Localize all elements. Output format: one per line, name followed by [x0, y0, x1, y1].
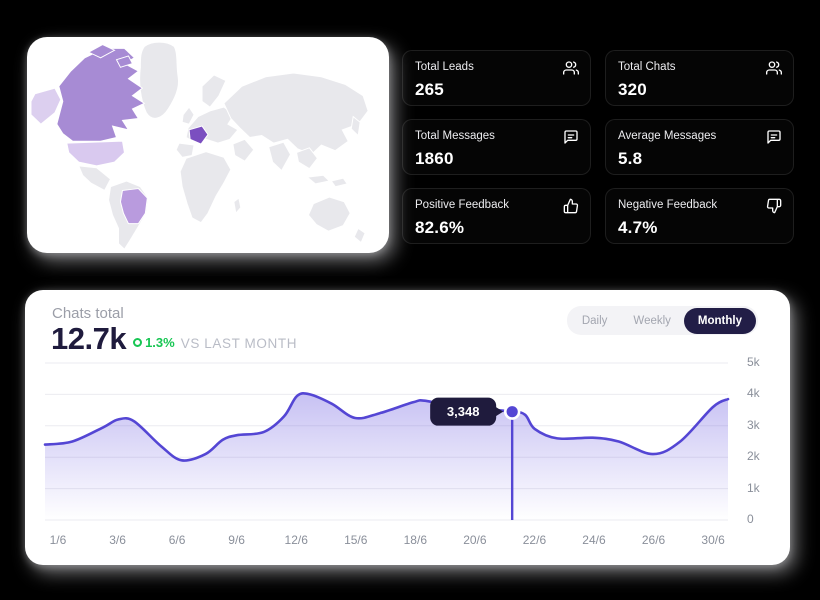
x-tick-label: 6/6: [168, 533, 186, 547]
region-indonesia: [306, 174, 331, 185]
stat-value: 265: [415, 80, 444, 99]
stat-label: Total Leads: [415, 61, 474, 73]
chart-canvas: 3,348: [43, 362, 730, 521]
tab-monthly[interactable]: Monthly: [683, 307, 756, 334]
country-france[interactable]: [188, 125, 209, 145]
y-tick-label: 3k: [747, 417, 760, 432]
x-tick-label: 12/6: [284, 533, 308, 547]
up-ring-icon: [133, 338, 143, 347]
chart-change-pct: 1.3%: [145, 335, 175, 350]
x-tick-label: 22/6: [522, 533, 547, 547]
chart-tooltip: 3,348: [430, 397, 504, 426]
stat-label: Total Messages: [415, 130, 495, 142]
chart-area: [45, 393, 728, 520]
country-australia: [307, 196, 351, 232]
country-mexico: [77, 165, 112, 192]
x-tick-label: 24/6: [582, 533, 606, 547]
svg-text:3,348: 3,348: [447, 404, 480, 419]
chart-change-suffix: VS LAST MONTH: [180, 336, 298, 351]
period-tabs: Daily Weekly Monthly: [566, 306, 758, 335]
x-tick-label: 9/6: [228, 533, 245, 547]
continent-africa: [179, 151, 232, 224]
island-madagascar: [233, 197, 242, 215]
stat-negative-feedback: Negative Feedback 4.7%: [605, 188, 794, 244]
region-scandinavia: [201, 74, 227, 108]
y-tick-label: 5k: [747, 355, 760, 369]
region-iberia: [175, 142, 195, 158]
users-icon: [766, 60, 782, 76]
country-alaska[interactable]: [30, 87, 62, 125]
region-indonesia: [330, 177, 349, 188]
world-map-card: [27, 37, 389, 253]
x-tick-label: 26/6: [641, 533, 666, 547]
country-greenland: [139, 41, 180, 119]
region-india: [268, 141, 292, 172]
x-tick-label: 18/6: [403, 533, 427, 547]
x-tick-label: 1/6: [49, 533, 67, 547]
stats-grid: Total Leads 265 Total Chats 320 Total Me…: [402, 50, 794, 244]
x-tick-label: 15/6: [344, 533, 368, 547]
chart-marker-dot[interactable]: [503, 403, 521, 420]
tab-daily[interactable]: Daily: [569, 309, 621, 333]
chart-total-value: 12.7k: [51, 321, 127, 356]
stat-average-messages: Average Messages 5.8: [605, 119, 794, 175]
country-japan: [350, 115, 361, 137]
region-se-asia: [295, 147, 319, 170]
x-tick-label: 3/6: [109, 533, 126, 547]
x-axis-labels: 1/6 3/6 6/6 9/6 12/6 15/6 18/6 20/6 22/6 24/6 26/6…: [45, 533, 728, 549]
chats-total-card: Chats total 12.7k 1.3% VS LAST MONTH Dai…: [25, 290, 790, 565]
region-middle-east: [232, 138, 255, 162]
chart-title: Chats total: [52, 305, 124, 322]
country-uk: [181, 106, 195, 125]
stat-label: Average Messages: [618, 130, 717, 142]
message-icon: [563, 129, 579, 145]
stat-value: 5.8: [618, 149, 643, 168]
x-tick-label: 20/6: [463, 533, 487, 547]
chart-total-row: 12.7k 1.3% VS LAST MONTH: [51, 323, 297, 355]
country-canada-islands[interactable]: [115, 55, 134, 68]
stat-total-leads: Total Leads 265: [402, 50, 591, 106]
country-canada[interactable]: [56, 47, 146, 142]
stat-label: Positive Feedback: [415, 199, 509, 211]
y-axis-labels: 5k 4k 3k 2k 1k 0: [739, 350, 785, 526]
y-tick-label: 4k: [747, 386, 760, 401]
stat-value: 1860: [415, 149, 454, 168]
stat-label: Total Chats: [618, 61, 676, 73]
stat-total-messages: Total Messages 1860: [402, 119, 591, 175]
country-brazil[interactable]: [119, 188, 148, 225]
area-chart[interactable]: 3,348: [43, 350, 730, 525]
world-map: [30, 41, 369, 250]
chart-change: 1.3%: [133, 335, 175, 350]
continent-asia: [223, 72, 369, 156]
thumbs-up-icon: [563, 198, 579, 214]
stat-value: 82.6%: [415, 218, 465, 237]
thumbs-down-icon: [766, 198, 782, 214]
users-icon: [563, 60, 579, 76]
stat-value: 320: [618, 80, 647, 99]
x-tick-label: 30/6: [701, 533, 725, 547]
y-tick-label: 0: [747, 512, 754, 526]
stat-total-chats: Total Chats 320: [605, 50, 794, 106]
y-tick-label: 1k: [747, 480, 760, 495]
message-icon: [766, 129, 782, 145]
y-tick-label: 2k: [747, 449, 760, 464]
stat-positive-feedback: Positive Feedback 82.6%: [402, 188, 591, 244]
country-new-zealand: [353, 227, 366, 244]
chart-line: [43, 392, 730, 462]
country-usa[interactable]: [66, 140, 125, 167]
stat-value: 4.7%: [618, 218, 658, 237]
country-canada-islands[interactable]: [87, 44, 116, 59]
tab-weekly[interactable]: Weekly: [620, 309, 684, 333]
stat-label: Negative Feedback: [618, 199, 718, 211]
